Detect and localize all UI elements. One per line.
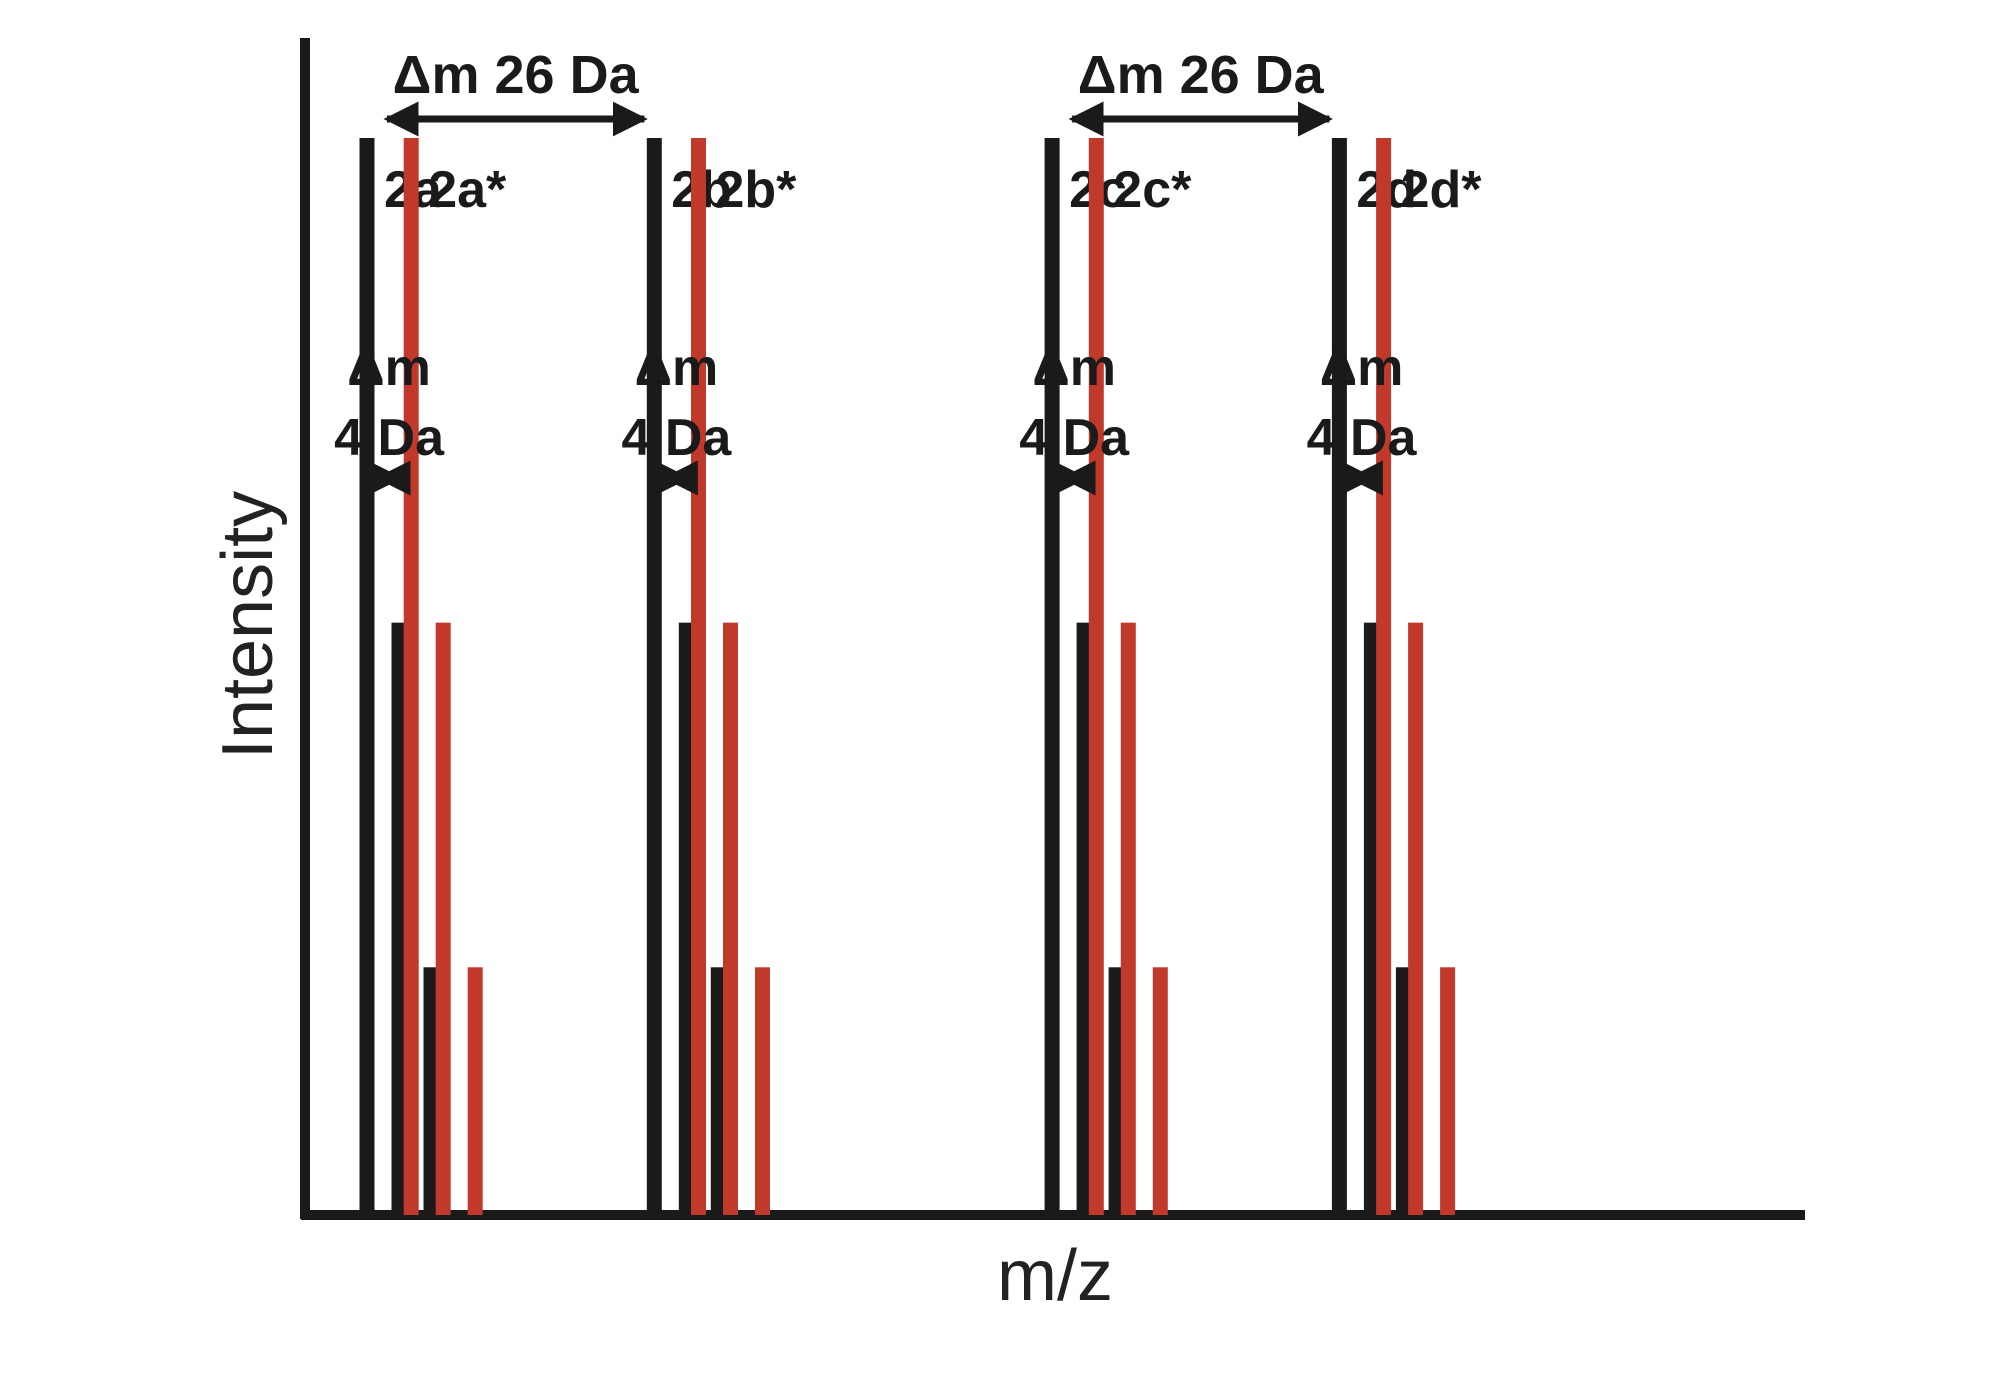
peak-2b-star-2 [755, 967, 770, 1215]
peak-label-2b-star: 2b* [716, 161, 798, 219]
peak-label-2d-star: 2d* [1401, 161, 1483, 219]
peak-2c-star-2 [1152, 967, 1168, 1215]
peak-2d-0 [1331, 138, 1347, 1215]
annotations: Δm 26 Da Δm 26 Da Δm 4 Da Δm 4 Da Δm 4 Da Δm 4 Da [334, 45, 1418, 496]
peak-2c-star-1 [1120, 622, 1136, 1215]
peak-2c-star-0 [1088, 138, 1104, 1215]
peak-2a-1 [391, 622, 407, 1215]
peak-2a-star-0 [403, 138, 419, 1215]
peak-2a-star-1 [435, 622, 451, 1215]
mass-shift-4-label-line2: 4 Da [1307, 409, 1418, 467]
peak-2c-0 [1044, 138, 1060, 1215]
peak-2c-1 [1076, 622, 1092, 1215]
peak-2d-star-2 [1440, 967, 1456, 1215]
mass-shift-26-label: Δm 26 Da [1078, 45, 1325, 105]
peak-label-2a-star: 2a* [428, 161, 507, 219]
mass-shift-4-label-line1: Δm [1320, 339, 1404, 397]
peak-2a-2 [423, 967, 439, 1215]
peak-2d-2 [1395, 967, 1411, 1215]
y-axis-title: Intensity [208, 491, 288, 759]
x-axis-title: m/z [997, 1236, 1113, 1316]
mass-shift-4-label-line1: Δm [635, 339, 719, 397]
peak-2d-star-1 [1408, 622, 1424, 1215]
peaks: 2a2a*2b2b*2c2c*2d2d* [359, 138, 1483, 1215]
mass-shift-26-label: Δm 26 Da [393, 45, 640, 105]
peak-2b-0 [646, 138, 662, 1215]
peak-label-2c-star: 2c* [1113, 161, 1192, 219]
peak-2b-2 [710, 967, 726, 1215]
mass-shift-4-label-line2: 4 Da [621, 409, 732, 467]
peak-2a-star-2 [467, 967, 483, 1215]
mass-shift-4-label-line1: Δm [1032, 339, 1116, 397]
peak-2c-2 [1108, 967, 1124, 1215]
mass-shift-4-label-line2: 4 Da [1019, 409, 1130, 467]
peak-2d-1 [1363, 622, 1379, 1215]
mass-shift-4-label-line2: 4 Da [334, 409, 445, 467]
peak-2b-star-1 [723, 622, 738, 1215]
peak-2b-star-0 [691, 138, 706, 1215]
peak-2a-0 [359, 138, 375, 1215]
peak-2d-star-0 [1376, 138, 1392, 1215]
mass-shift-4-label-line1: Δm [347, 339, 431, 397]
peak-2b-1 [678, 622, 694, 1215]
